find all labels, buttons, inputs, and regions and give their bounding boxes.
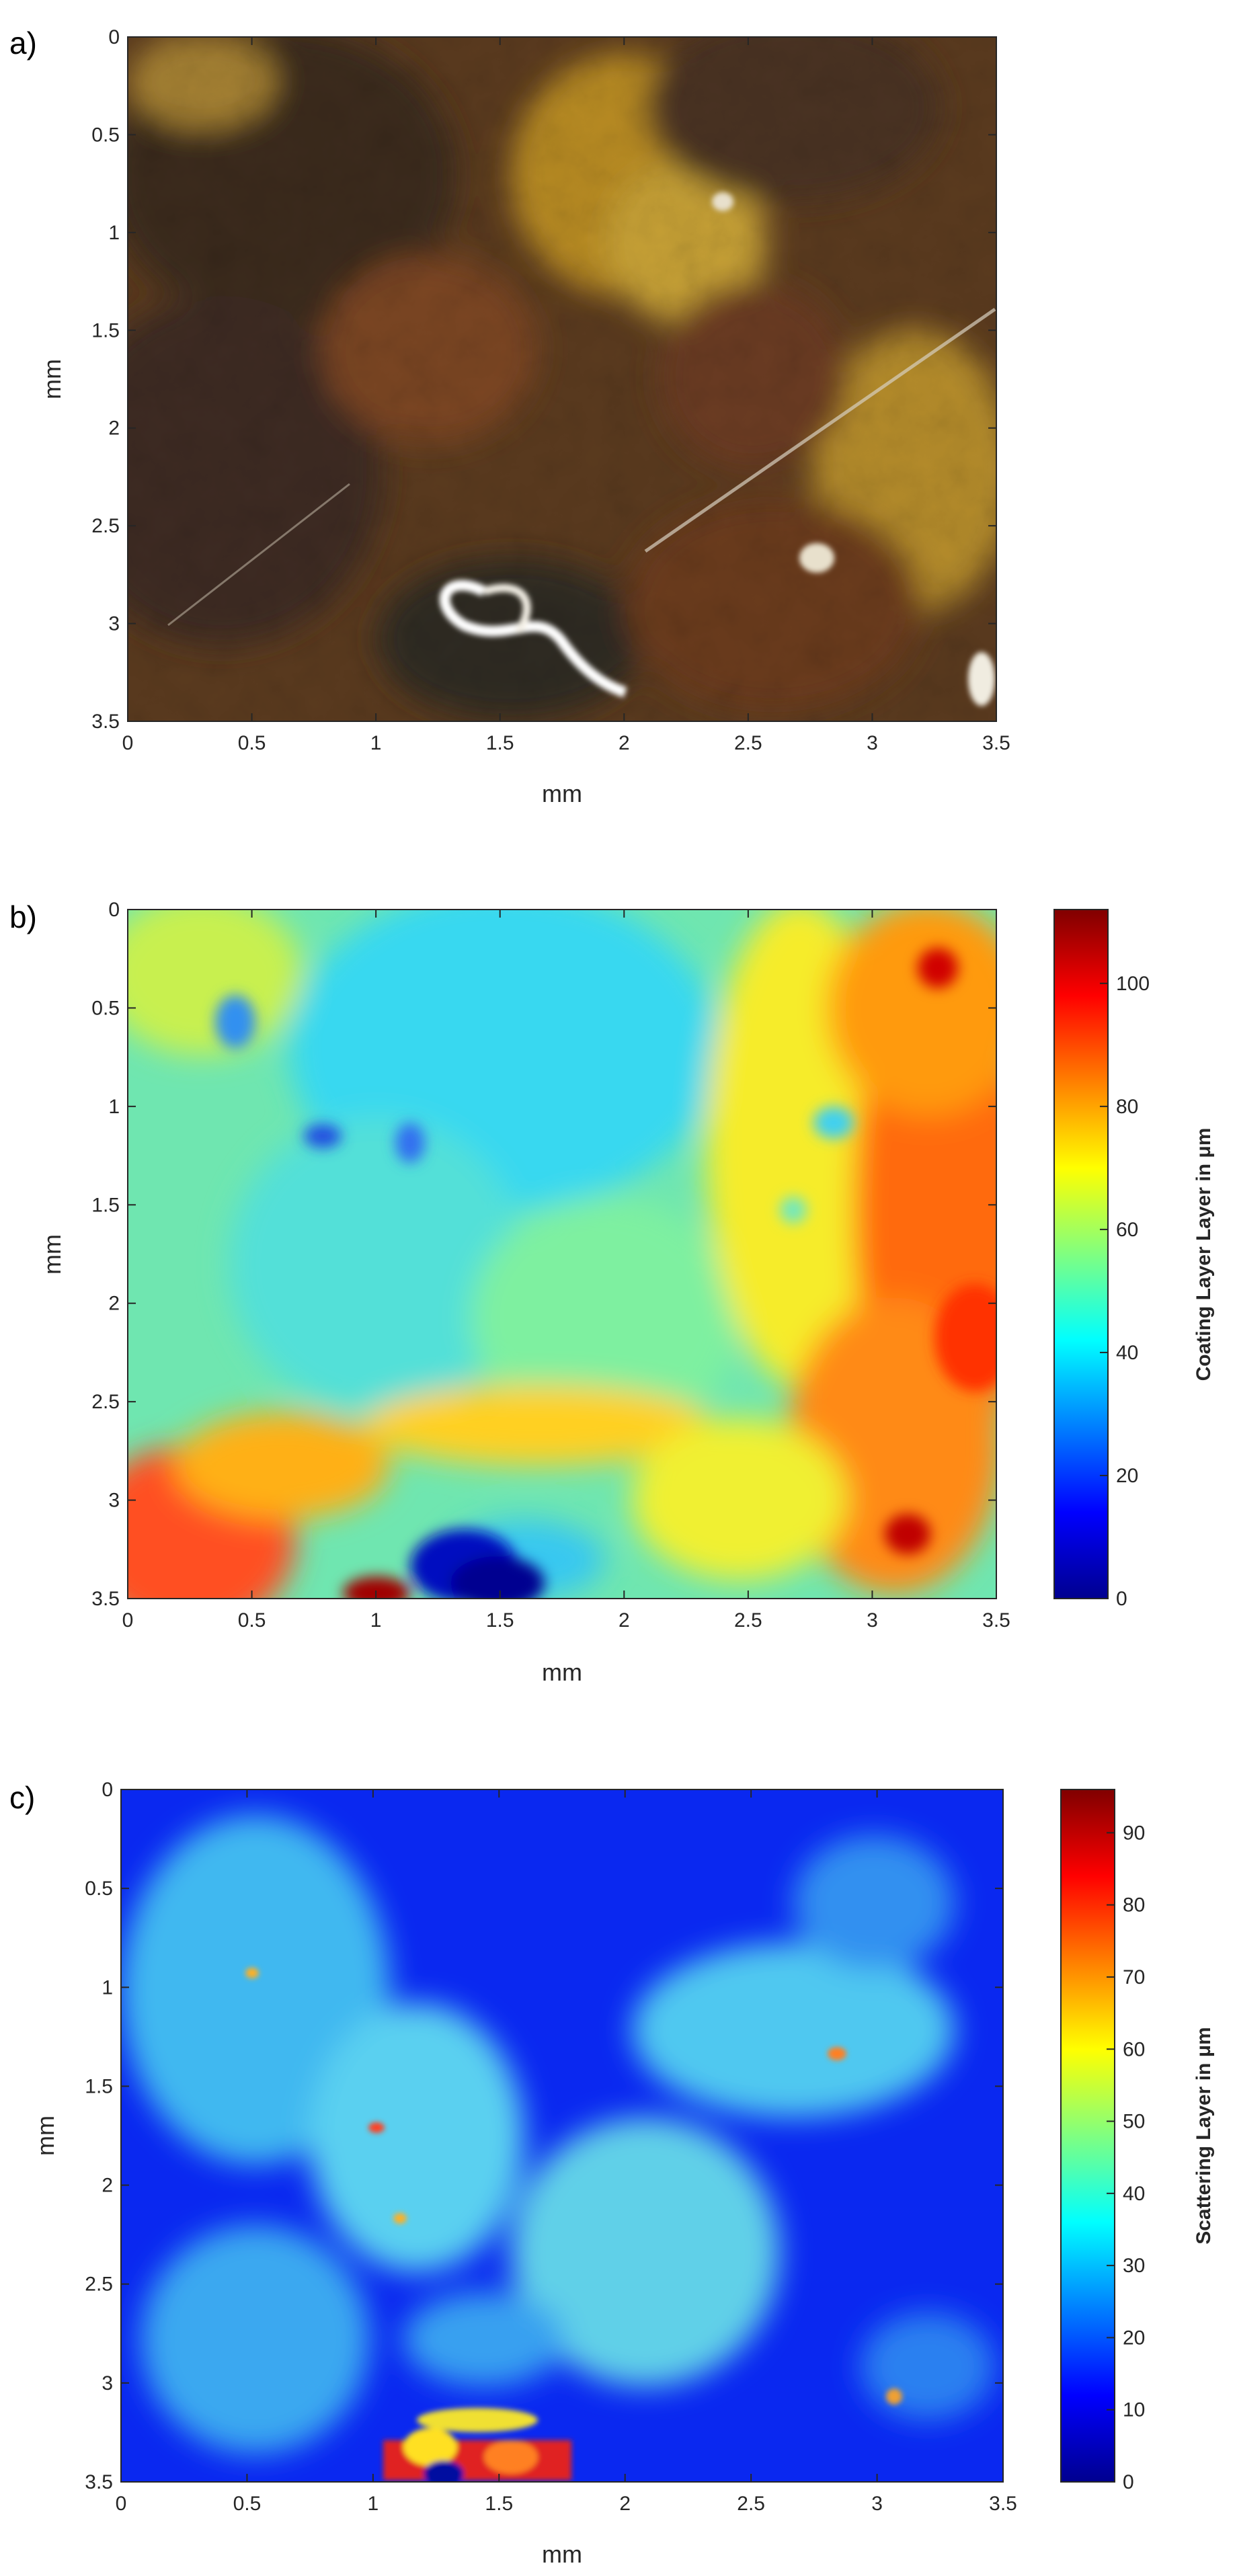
colorbar-label-b: Coating Layer Layer in μm [1193, 1128, 1215, 1381]
x-axis-label-a: mm [542, 780, 582, 807]
y-axis-label-b: mm [38, 1234, 66, 1275]
photo-image [128, 37, 996, 721]
x-tick-label-1-3: 1.5 [486, 1609, 514, 1632]
axes-frame-b [127, 909, 997, 1599]
y-tick-label-1-1: 0.5 [91, 997, 120, 1019]
panel-label-a: a) [9, 26, 37, 61]
y-tick-label-0-1: 0.5 [91, 124, 120, 146]
x-tick-label-1-6: 3 [867, 1609, 878, 1632]
colorbar-tick-label-1-1: 20 [1116, 1465, 1138, 1487]
colorbar-tick-label-1-3: 60 [1116, 1219, 1138, 1241]
colorbar-tick-label-1-2: 40 [1116, 1342, 1138, 1364]
panel-b: b) [9, 899, 1215, 1686]
y-tick-label-2-6: 3 [102, 2372, 113, 2394]
y-tick-label-2-7: 3.5 [85, 2471, 113, 2493]
colorbar-label-c: Scattering Layer in μm [1193, 2027, 1215, 2244]
x-axis-label-c: mm [542, 2540, 582, 2568]
y-tick-label-0-4: 2 [108, 417, 120, 440]
colorbar-tick-label-2-2: 20 [1123, 2327, 1145, 2349]
colorbar-tick-label-2-1: 10 [1123, 2399, 1145, 2421]
y-tick-label-0-5: 2.5 [91, 515, 120, 537]
colorbar-tick-label-2-3: 30 [1123, 2255, 1145, 2277]
y-tick-label-1-2: 1 [108, 1096, 120, 1118]
x-tick-label-2-1: 0.5 [233, 2493, 262, 2515]
x-tick-label-2-2: 1 [368, 2493, 379, 2515]
y-tick-label-2-4: 2 [102, 2175, 113, 2197]
x-tick-label-1-1: 0.5 [238, 1609, 266, 1632]
x-tick-label-0-6: 3 [867, 732, 878, 754]
y-tick-label-1-3: 1.5 [91, 1194, 120, 1216]
colorbar-tick-label-2-9: 90 [1123, 1822, 1145, 1844]
colorbar-tick-label-1-0: 0 [1116, 1588, 1127, 1610]
y-tick-label-1-4: 2 [108, 1293, 120, 1315]
panel-label-b: b) [9, 899, 37, 934]
x-tick-label-2-7: 3.5 [989, 2493, 1017, 2515]
y-tick-label-1-6: 3 [108, 1490, 120, 1512]
x-tick-label-2-4: 2 [619, 2493, 631, 2515]
axes-frame-c [120, 1789, 1004, 2483]
x-tick-label-1-7: 3.5 [982, 1609, 1010, 1632]
y-tick-label-2-1: 0.5 [85, 1878, 113, 1900]
x-tick-label-0-5: 2.5 [734, 732, 762, 754]
colorbar-ticks-c: 0 10 20 30 40 50 60 70 80 90 [1107, 1822, 1145, 2493]
colorbar-b [1053, 909, 1109, 1599]
x-tick-label-2-5: 2.5 [737, 2493, 765, 2515]
y-tick-label-0-2: 1 [108, 222, 120, 244]
axes-ticks-a: 0 0.5 1 1.5 2 2.5 3 3.500.511.522.533.5 [91, 26, 1010, 754]
panel-c: c) [9, 1779, 1215, 2568]
y-tick-label-0-0: 0 [108, 26, 120, 48]
colorbar-tick-label-2-6: 60 [1123, 2038, 1145, 2060]
colorbar-tick-label-2-7: 70 [1123, 1966, 1145, 1988]
x-tick-label-2-6: 3 [871, 2493, 883, 2515]
colorbar-tick-label-1-4: 80 [1116, 1096, 1138, 1118]
colorbar-tick-label-2-4: 40 [1123, 2183, 1145, 2205]
y-tick-label-0-7: 3.5 [91, 711, 120, 733]
x-tick-label-1-4: 2 [619, 1609, 630, 1632]
x-tick-label-2-0: 0 [116, 2493, 127, 2515]
y-tick-label-0-6: 3 [108, 613, 120, 635]
colorbar-tick-label-2-8: 80 [1123, 1894, 1145, 1917]
x-tick-label-0-2: 1 [370, 732, 382, 754]
y-axis-label-c: mm [32, 2116, 59, 2156]
axes-frame-a [127, 36, 997, 722]
y-tick-label-1-5: 2.5 [91, 1391, 120, 1413]
panel-label-c: c) [9, 1780, 35, 1815]
colorbar-ticks-b: 0 20 40 60 80 100 [1100, 973, 1150, 1610]
x-tick-label-1-5: 2.5 [734, 1609, 762, 1632]
x-axis-label-b: mm [542, 1658, 582, 1686]
y-tick-label-2-0: 0 [102, 1779, 113, 1801]
panel-a: a) [9, 26, 1010, 807]
colorbar-tick-label-1-5: 100 [1116, 973, 1150, 995]
x-tick-label-0-0: 0 [122, 732, 134, 754]
heatmap-image-b [128, 910, 996, 1599]
y-tick-label-2-2: 1 [102, 1976, 113, 1999]
colorbar-c [1060, 1789, 1115, 2483]
x-tick-label-0-4: 2 [619, 732, 630, 754]
y-tick-label-0-3: 1.5 [91, 319, 120, 341]
y-tick-label-2-3: 1.5 [85, 2075, 113, 2097]
x-tick-label-0-3: 1.5 [486, 732, 514, 754]
y-axis-label-a: mm [38, 359, 66, 399]
heatmap-image-c [121, 1789, 1003, 2482]
x-tick-label-1-0: 0 [122, 1609, 134, 1632]
colorbar-tick-label-2-0: 0 [1123, 2471, 1134, 2493]
x-tick-label-1-2: 1 [370, 1609, 382, 1632]
axes-ticks-c: 0 0.5 1 1.5 2 2.5 3 3.500.511.522.533.5 [85, 1779, 1017, 2515]
y-tick-label-2-5: 2.5 [85, 2273, 113, 2296]
y-tick-label-1-0: 0 [108, 899, 120, 921]
y-tick-label-1-7: 3.5 [91, 1588, 120, 1610]
x-tick-label-2-3: 1.5 [485, 2493, 513, 2515]
axes-ticks-b: 0 0.5 1 1.5 2 2.5 3 3.500.511.522.533.5 [91, 899, 1010, 1632]
colorbar-tick-label-2-5: 50 [1123, 2111, 1145, 2133]
x-tick-label-0-1: 0.5 [238, 732, 266, 754]
x-tick-label-0-7: 3.5 [982, 732, 1010, 754]
